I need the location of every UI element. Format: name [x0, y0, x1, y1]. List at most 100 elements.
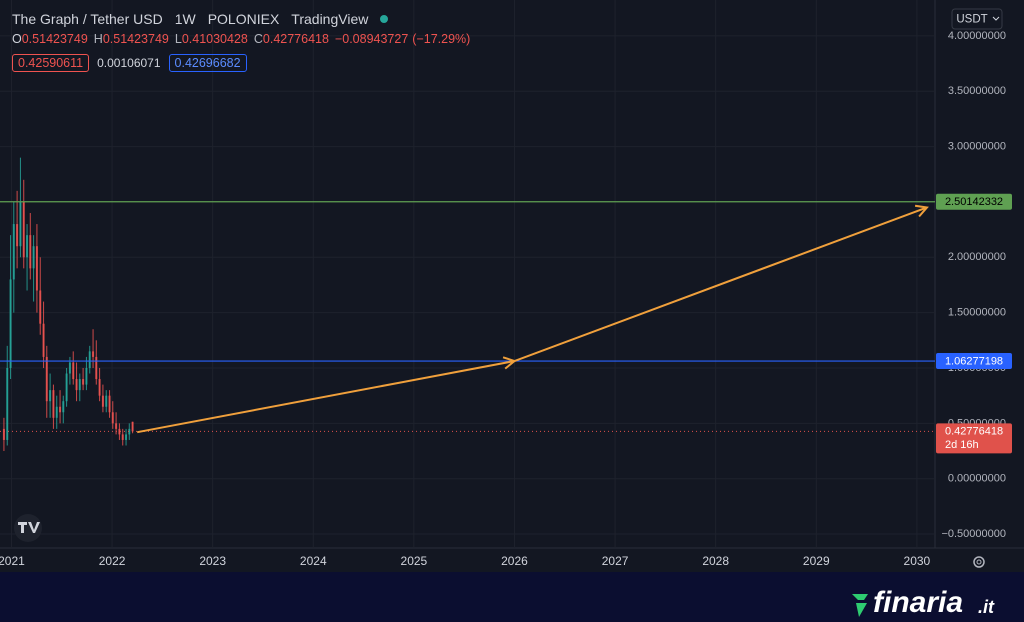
platform: TradingView [291, 11, 369, 27]
change-pct: (−17.29%) [412, 32, 471, 46]
ohlc-value: 0.51423749 [102, 32, 169, 46]
candle-body [98, 379, 101, 396]
ohlc-value: 0.42776418 [262, 32, 329, 46]
arrow-head [502, 356, 517, 370]
interval[interactable]: 1W [174, 11, 196, 27]
candle-body [115, 423, 118, 429]
y-tick-label: −0.50000000 [941, 528, 1006, 540]
x-tick-label: 2023 [199, 554, 226, 568]
x-tick-label: 2029 [803, 554, 830, 568]
candle-body [29, 235, 32, 269]
candle-body [75, 379, 78, 391]
ask[interactable]: 0.42696682 [168, 54, 247, 72]
dropdown-icon [992, 16, 1000, 21]
status-dot [380, 15, 389, 23]
axes: −0.500000000.000000000.500000001.0000000… [0, 30, 1012, 568]
currency-button[interactable] [951, 8, 1003, 30]
y-tick-label: 4.00000000 [948, 30, 1006, 42]
ohlc-value: 0.51423749 [21, 32, 88, 46]
spread: 0.00106071 [97, 56, 161, 70]
brand: finaria [873, 586, 963, 619]
bid[interactable]: 0.42590611 [12, 54, 90, 72]
candle-body [19, 201, 22, 247]
x-tick-label: 2022 [99, 554, 126, 568]
ohlc-value: 0.41030428 [181, 32, 248, 46]
arrow-head [914, 204, 929, 218]
x-tick-label: 2025 [401, 554, 428, 568]
x-tick-label: 2027 [602, 554, 629, 568]
current-price-bg [936, 423, 1012, 454]
candle-body [101, 395, 104, 407]
price-axis [935, 0, 1024, 572]
x-tick-label: 2028 [702, 554, 729, 568]
ohlc-letter: H [93, 32, 103, 46]
brand-tld: .it [978, 597, 995, 617]
candle-body [95, 356, 98, 380]
candle-body [65, 373, 68, 402]
marks [0, 157, 935, 452]
y-tick-label: 0.00000000 [948, 473, 1006, 485]
candle-body [12, 224, 15, 280]
candle-body [42, 323, 45, 357]
candle-body [26, 235, 29, 258]
candle-body [35, 246, 38, 291]
ohlc-letter: O [12, 32, 22, 46]
candle-body [128, 428, 131, 435]
currency[interactable]: USDT [956, 14, 987, 26]
candle-body [105, 395, 108, 407]
candle-body [72, 362, 75, 380]
level-label: 1.06277198 [945, 355, 1003, 367]
y-tick-label: 2.00000000 [948, 251, 1006, 263]
candle-body [9, 279, 12, 368]
plot-area [0, 0, 935, 548]
candle-body [108, 395, 111, 413]
current-price-label: 0.42776418 [945, 426, 1003, 438]
candle-body [121, 434, 124, 440]
candle-body [52, 390, 55, 418]
header: The Graph / Tether USD 1W POLONIEX Tradi… [12, 9, 470, 49]
settings-icon[interactable] [973, 556, 985, 568]
y-tick-label: 1.50000000 [948, 307, 1006, 319]
tv-logo [14, 514, 42, 542]
candle-body [82, 379, 85, 385]
x-tick-label: 2030 [904, 554, 931, 568]
candle-body [88, 351, 91, 368]
candle-body [49, 390, 52, 402]
candle-body [68, 362, 71, 374]
ohlc-row: O 0.51423749 H 0.51423749 L 0.41030428 C 0.4277… [12, 29, 470, 49]
exchange: POLONIEX [207, 11, 280, 27]
candle-body [125, 434, 128, 440]
y-tick-label: 3.00000000 [948, 140, 1006, 152]
level-label-bg [936, 193, 1012, 210]
candle-body [59, 406, 62, 413]
candle-body [45, 356, 48, 402]
candle-body [111, 412, 114, 424]
level-label: 2.50142332 [945, 196, 1003, 208]
brand-logo [852, 594, 868, 617]
candle-body [16, 224, 19, 247]
change: −0.08943727 [334, 32, 409, 46]
candle-body [118, 428, 121, 435]
candle-body [92, 351, 95, 357]
footer [0, 572, 1024, 622]
level-label-bg [936, 353, 1012, 370]
x-tick-label: 2026 [501, 554, 528, 568]
symbol: The Graph / Tether USD [12, 11, 163, 27]
ohlc-letter: C [253, 32, 263, 46]
y-tick-label: 3.50000000 [948, 85, 1006, 97]
ohlc-letter: L [174, 32, 182, 46]
candle-body [2, 428, 5, 440]
candle-body [39, 290, 42, 324]
candle-body [55, 406, 58, 418]
countdown: 2d 16h [945, 439, 979, 451]
candle-body [6, 367, 9, 440]
order-boxes: 0.42590611 0.00106071 0.42696682 [12, 54, 247, 72]
candle-body [22, 201, 25, 258]
candle-body [131, 421, 134, 432]
title-row: The Graph / Tether USD 1W POLONIEX Tradi… [12, 9, 470, 29]
candle-body [78, 379, 81, 391]
candle-body [62, 401, 65, 413]
x-tick-label: 2021 [0, 554, 25, 568]
